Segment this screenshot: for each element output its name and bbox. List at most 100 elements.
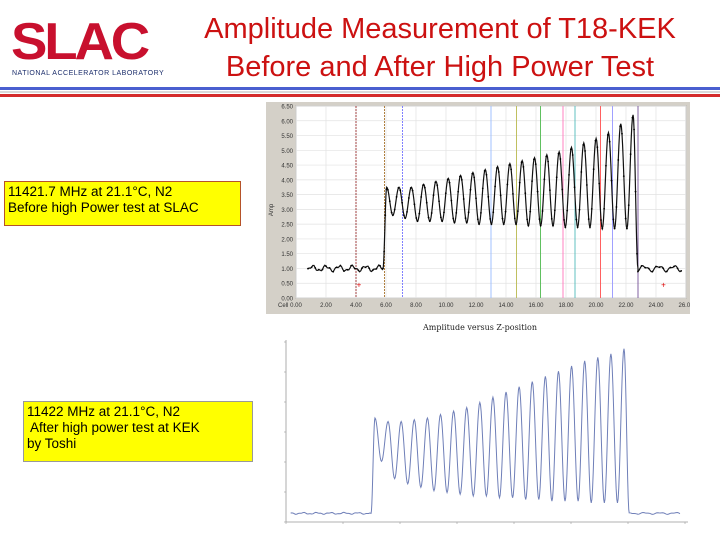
chart1-point: [547, 160, 549, 163]
chart1-point: [385, 188, 388, 191]
chart1-point: [368, 267, 371, 270]
chart1-point: [430, 212, 433, 214]
chart1-point: [603, 207, 606, 210]
chart1-point: [631, 116, 634, 119]
chart1-point: [476, 218, 479, 221]
chart1-point: [573, 186, 576, 189]
chart1-point: [391, 214, 394, 217]
chart1-point: [399, 189, 402, 192]
chart1-ytick-label: 0.50: [281, 282, 293, 288]
chart1-point: [665, 270, 668, 273]
chart1-point: [406, 210, 408, 213]
chart1-point: [395, 196, 398, 198]
chart1-xtick-label: 8.00: [410, 303, 422, 309]
chart1-point: [364, 266, 367, 269]
chart1-point: [321, 268, 324, 271]
chart1-point: [619, 125, 622, 128]
chart1-point: [393, 208, 396, 211]
chart1-point: [527, 224, 530, 227]
chart1-point: [543, 178, 546, 181]
chart1-point: [634, 190, 637, 193]
chart1-point: [434, 181, 437, 184]
chart1-point: [578, 208, 581, 211]
chart1-point: [673, 265, 675, 268]
chart1-xtick-label: 12.00: [468, 303, 484, 309]
chart1-point: [539, 224, 542, 227]
header-rule-blue: [0, 87, 720, 90]
chart1-point: [592, 168, 595, 171]
chart1-point: [610, 179, 613, 182]
chart1-point: [427, 216, 430, 219]
slac-logo: SLAC NATIONAL ACCELERATOR LABORATORY: [8, 14, 164, 78]
chart1-point: [637, 270, 639, 273]
chart1-point: [413, 203, 416, 206]
chart1-point: [453, 221, 456, 224]
chart1-point: [676, 267, 679, 270]
chart1-point: [375, 267, 378, 270]
chart1-point: [307, 267, 309, 270]
chart1-point: [339, 264, 342, 267]
chart1-point: [541, 210, 544, 212]
chart1-point: [383, 250, 386, 253]
chart1-point: [444, 192, 447, 195]
chart1-ytick-label: 2.00: [281, 237, 293, 243]
chart1-point: [504, 210, 507, 213]
chart2-series-line: [290, 348, 681, 515]
chart1-point: [499, 194, 502, 197]
chart1-point: [403, 214, 405, 217]
chart1-xtick-label: 18.00: [558, 303, 574, 309]
chart1-point: [455, 212, 458, 214]
chart2-background: [260, 324, 696, 534]
chart1-xtick-label: 22.00: [618, 303, 634, 309]
amplitude-chart-after: Amplitude versus Z-position: [260, 324, 696, 534]
chart1-point: [529, 210, 532, 213]
chart1-point: [518, 181, 521, 184]
chart1-point: [448, 181, 451, 184]
header-rule-gray: [0, 91, 720, 93]
chart1-point: [564, 226, 567, 229]
chart1-point: [481, 187, 484, 190]
chart1-point: [397, 187, 400, 189]
chart1-point: [549, 189, 551, 192]
chart1-point: [335, 266, 338, 269]
chart1-point: [608, 140, 611, 143]
chart1-point: [471, 172, 474, 175]
chart1-point: [473, 176, 476, 179]
chart1-point: [563, 219, 565, 221]
chart1-point: [501, 217, 504, 220]
chart1-point: [418, 212, 421, 215]
chart1-point: [510, 168, 513, 171]
chart1-point: [415, 217, 418, 219]
chart1-xtick-label: 14.00: [498, 303, 514, 309]
chart1-ytick-label: 0.00: [281, 297, 293, 303]
chart1-ytick-label: 1.50: [281, 252, 293, 258]
chart1-point: [557, 152, 560, 155]
chart1-point: [655, 265, 657, 268]
chart1-point: [467, 211, 470, 214]
chart1-point: [516, 210, 519, 212]
chart1-point: [459, 175, 461, 178]
chart1-point: [513, 217, 516, 220]
chart1-point: [601, 227, 604, 230]
chart1-point: [485, 173, 488, 176]
chart1-point: [531, 180, 533, 183]
chart1-point: [310, 266, 313, 269]
chart1-point: [443, 211, 445, 214]
chart1-point: [409, 187, 412, 189]
chart1-point: [647, 267, 650, 270]
chart1-point: [450, 199, 453, 202]
chart1-point: [575, 218, 578, 221]
chart1-point: [561, 188, 564, 191]
chart1-ytick-label: 1.00: [281, 267, 293, 273]
chart1-point: [475, 197, 477, 200]
chart2-title: Amplitude versus Z-position: [422, 324, 537, 332]
slide-title: Amplitude Measurement of T18-KEK Before …: [170, 10, 710, 86]
chart1-xtick-label: 24.00: [648, 303, 664, 309]
chart1-point: [460, 179, 463, 181]
chart1-point: [605, 164, 607, 167]
chart1-ytick-label: 4.50: [281, 164, 293, 170]
chart1-point: [536, 190, 539, 193]
chart1-point: [626, 227, 628, 230]
chart1-series-line: [307, 114, 682, 273]
chart1-point: [494, 185, 497, 188]
